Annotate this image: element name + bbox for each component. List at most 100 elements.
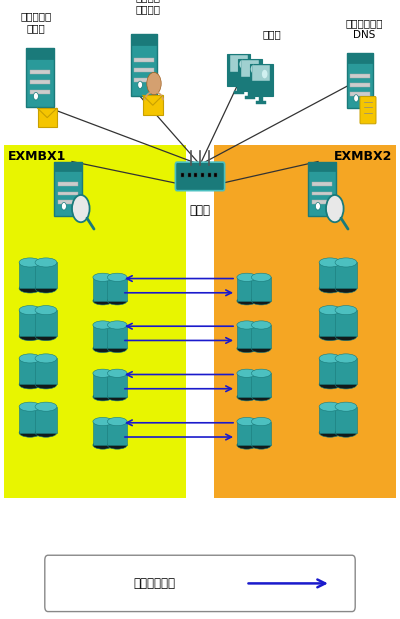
Ellipse shape: [335, 306, 357, 314]
Ellipse shape: [93, 321, 113, 329]
Text: EXMBX2: EXMBX2: [334, 150, 392, 163]
Ellipse shape: [93, 273, 113, 282]
Bar: [335, 407, 357, 433]
Bar: [134, 68, 154, 72]
Ellipse shape: [251, 369, 271, 378]
Bar: [251, 277, 271, 301]
Circle shape: [354, 95, 358, 102]
Bar: [214, 145, 396, 498]
Bar: [227, 54, 250, 86]
Ellipse shape: [319, 332, 341, 340]
Ellipse shape: [93, 392, 113, 401]
Bar: [35, 358, 57, 384]
Bar: [19, 407, 41, 433]
Bar: [58, 191, 78, 196]
Ellipse shape: [107, 369, 127, 378]
Ellipse shape: [19, 402, 41, 411]
Bar: [251, 325, 271, 348]
Ellipse shape: [335, 258, 357, 267]
Ellipse shape: [237, 369, 257, 378]
Ellipse shape: [237, 392, 257, 401]
Ellipse shape: [19, 258, 41, 267]
Ellipse shape: [19, 354, 41, 363]
Ellipse shape: [35, 402, 57, 411]
Ellipse shape: [319, 402, 341, 411]
Bar: [35, 262, 57, 288]
Ellipse shape: [107, 392, 127, 401]
Bar: [19, 262, 41, 288]
Ellipse shape: [251, 417, 271, 426]
Bar: [256, 101, 266, 104]
Bar: [30, 90, 50, 94]
Ellipse shape: [107, 297, 127, 305]
Circle shape: [326, 195, 344, 222]
Bar: [208, 173, 211, 177]
Bar: [54, 162, 82, 171]
Bar: [188, 173, 191, 177]
Ellipse shape: [19, 306, 41, 314]
Bar: [26, 48, 54, 106]
Bar: [252, 65, 270, 82]
Ellipse shape: [319, 354, 341, 363]
Bar: [237, 373, 257, 397]
Bar: [194, 173, 198, 177]
Text: 客户端: 客户端: [263, 29, 281, 39]
Bar: [93, 373, 113, 397]
Bar: [347, 53, 373, 63]
Bar: [319, 310, 341, 336]
Ellipse shape: [319, 284, 341, 293]
Ellipse shape: [19, 332, 41, 340]
Ellipse shape: [35, 284, 57, 293]
Bar: [201, 173, 204, 177]
Ellipse shape: [19, 284, 41, 293]
Circle shape: [34, 92, 38, 100]
Text: 目录服务器，
DNS: 目录服务器， DNS: [345, 19, 383, 40]
Ellipse shape: [93, 441, 113, 449]
Ellipse shape: [107, 441, 127, 449]
Circle shape: [316, 202, 320, 210]
Ellipse shape: [335, 380, 357, 389]
Bar: [312, 191, 332, 196]
Bar: [19, 358, 41, 384]
Ellipse shape: [251, 344, 271, 353]
Ellipse shape: [35, 428, 57, 437]
Bar: [143, 95, 163, 115]
Text: 交换机: 交换机: [190, 204, 210, 217]
Bar: [308, 162, 336, 171]
Ellipse shape: [237, 441, 257, 449]
Bar: [107, 325, 127, 348]
Bar: [241, 60, 259, 77]
Ellipse shape: [35, 332, 57, 340]
Ellipse shape: [237, 417, 257, 426]
Ellipse shape: [251, 392, 271, 401]
Ellipse shape: [251, 297, 271, 305]
Bar: [58, 200, 78, 204]
Bar: [312, 182, 332, 186]
Ellipse shape: [319, 258, 341, 267]
Text: 备用连续复制: 备用连续复制: [133, 577, 175, 590]
Bar: [30, 71, 50, 74]
FancyBboxPatch shape: [45, 555, 355, 612]
Bar: [237, 277, 257, 301]
Ellipse shape: [237, 297, 257, 305]
Bar: [35, 407, 57, 433]
Bar: [251, 373, 271, 397]
Bar: [312, 200, 332, 204]
Bar: [58, 182, 78, 186]
Bar: [4, 145, 186, 498]
Bar: [335, 358, 357, 384]
Bar: [248, 91, 252, 97]
Ellipse shape: [335, 354, 357, 363]
Ellipse shape: [107, 321, 127, 329]
Bar: [131, 34, 157, 96]
Ellipse shape: [319, 428, 341, 437]
Bar: [335, 310, 357, 336]
FancyBboxPatch shape: [175, 162, 225, 191]
Ellipse shape: [35, 306, 57, 314]
Bar: [251, 422, 271, 445]
Bar: [350, 84, 370, 87]
Bar: [319, 407, 341, 433]
Bar: [335, 262, 357, 288]
Bar: [134, 58, 154, 62]
Text: EXMBX1: EXMBX1: [8, 150, 66, 163]
